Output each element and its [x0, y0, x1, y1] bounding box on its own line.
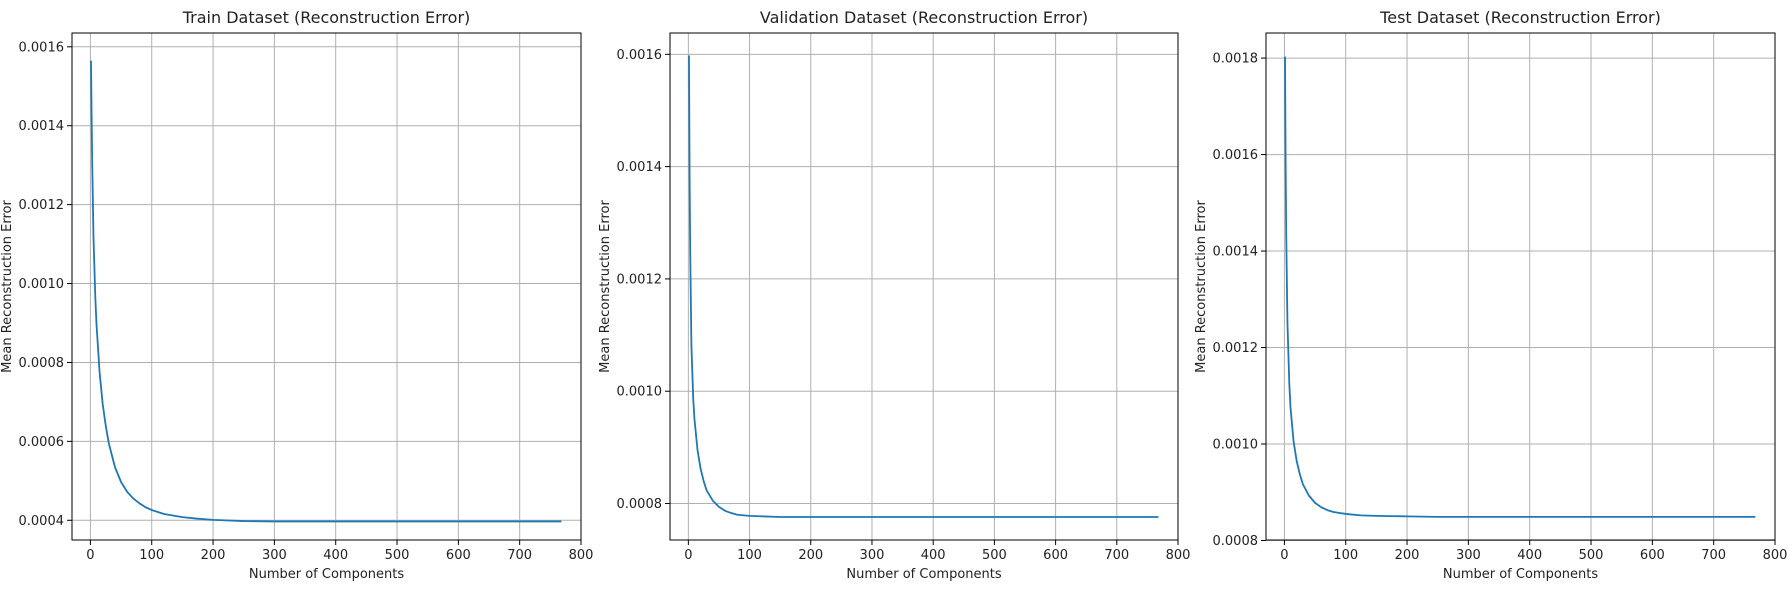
x-tick-label: 600 [1640, 548, 1665, 563]
y-tick-label: 0.0008 [617, 497, 663, 512]
chart-title: Validation Dataset (Reconstruction Error… [760, 8, 1088, 27]
x-tick-label: 200 [798, 548, 823, 563]
y-axis-label: Mean Reconstruction Error [598, 200, 613, 373]
x-tick-label: 600 [446, 548, 471, 563]
x-tick-label: 500 [982, 548, 1007, 563]
y-tick-label: 0.0010 [1213, 438, 1259, 453]
x-axis-label: Number of Components [249, 567, 404, 582]
series-line [1284, 56, 1756, 518]
y-tick-label: 0.0010 [617, 385, 663, 400]
axes-frame [669, 32, 1179, 541]
chart-panel-3: 0 100 200 300 400 500 600 700 800 0.0008 0.0010 0.0… [1194, 8, 1787, 582]
x-tick-label: 300 [1456, 548, 1481, 563]
y-tick-label: 0.0016 [19, 40, 65, 55]
x-tick-label: 800 [1166, 548, 1191, 563]
chart-title: Train Dataset (Reconstruction Error) [182, 8, 471, 27]
x-tick-label: 100 [139, 548, 164, 563]
x-tick-label: 100 [1333, 548, 1358, 563]
x-axis-label: Number of Components [846, 567, 1001, 582]
y-tick-label: 0.0006 [19, 435, 65, 450]
y-tick-label: 0.0014 [19, 119, 65, 134]
x-tick-label: 0 [86, 548, 94, 563]
x-tick-label: 800 [569, 548, 594, 563]
x-tick-label: 500 [385, 548, 410, 563]
axes-frame [1265, 32, 1776, 541]
series-line [688, 55, 1159, 518]
x-tick-label: 0 [684, 548, 692, 563]
x-tick-label: 800 [1763, 548, 1788, 563]
y-tick-label: 0.0012 [19, 198, 65, 213]
x-tick-label: 100 [737, 548, 762, 563]
x-tick-label: 700 [507, 548, 532, 563]
x-tick-label: 500 [1579, 548, 1604, 563]
x-tick-label: 400 [1517, 548, 1542, 563]
x-tick-label: 400 [323, 548, 348, 563]
y-tick-label: 0.0012 [1213, 341, 1259, 356]
y-tick-label: 0.0014 [617, 160, 663, 175]
x-tick-label: 0 [1280, 548, 1288, 563]
x-tick-label: 200 [201, 548, 226, 563]
x-axis-label: Number of Components [1443, 567, 1598, 582]
y-tick-label: 0.0016 [617, 48, 663, 63]
y-tick-label: 0.0008 [19, 356, 65, 371]
x-tick-label: 400 [921, 548, 946, 563]
y-tick-label: 0.0012 [617, 272, 663, 287]
y-axis-label: Mean Reconstruction Error [1194, 200, 1209, 373]
y-tick-label: 0.0004 [19, 514, 65, 529]
y-tick-label: 0.0018 [1213, 52, 1259, 67]
x-tick-label: 600 [1043, 548, 1068, 563]
y-axis-label: Mean Reconstruction Error [0, 200, 15, 373]
x-tick-label: 700 [1701, 548, 1726, 563]
chart-panel-1: 0 100 200 300 400 500 600 700 800 0.0004 0.0006 0.0… [0, 8, 593, 582]
y-tick-label: 0.0014 [1213, 245, 1259, 260]
chart-title: Test Dataset (Reconstruction Error) [1379, 8, 1661, 27]
axes-frame [71, 32, 582, 541]
series-line [90, 60, 562, 523]
y-tick-label: 0.0010 [19, 277, 65, 292]
y-tick-label: 0.0008 [1213, 534, 1259, 549]
x-tick-label: 700 [1104, 548, 1129, 563]
x-tick-label: 300 [262, 548, 287, 563]
x-tick-label: 300 [860, 548, 885, 563]
chart-panel-2: 0 100 200 300 400 500 600 700 800 0.0008 0.0010 0.0… [598, 8, 1190, 582]
y-tick-label: 0.0016 [1213, 148, 1259, 163]
x-tick-label: 200 [1395, 548, 1420, 563]
